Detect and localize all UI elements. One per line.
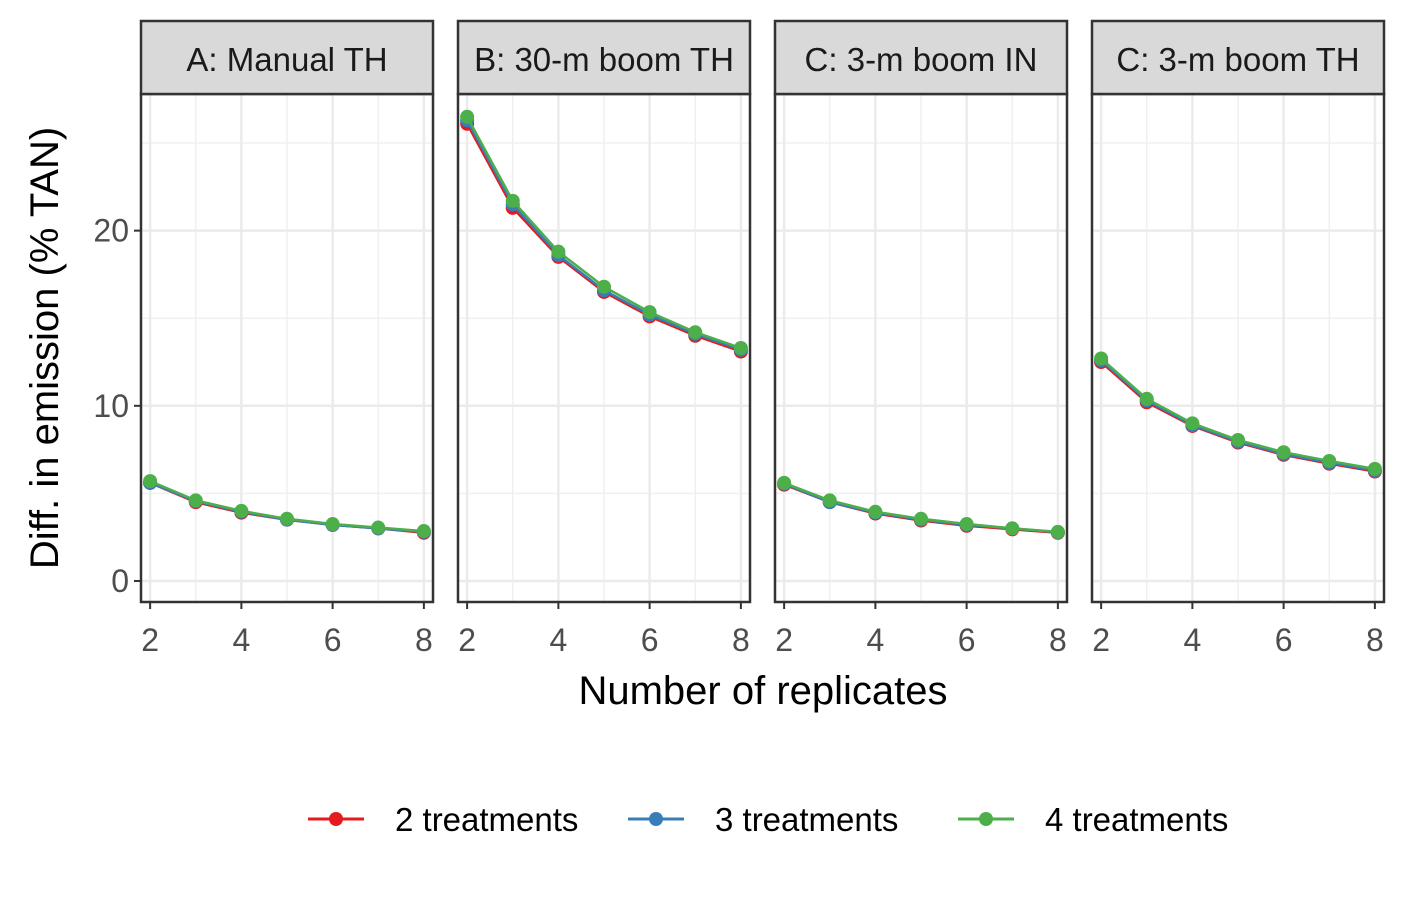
x-tick-label: 8 [415,622,433,658]
legend-point-key [979,812,993,826]
x-tick-label: 2 [141,622,159,658]
data-point [1094,351,1109,366]
data-point [868,504,883,519]
data-point [143,474,158,489]
data-point [959,517,974,532]
y-tick-label: 20 [93,213,129,249]
x-tick-label: 8 [732,622,750,658]
x-tick-label: 6 [1275,622,1293,658]
legend-point-key [649,812,663,826]
data-point [460,109,475,124]
x-tick-label: 4 [232,622,250,658]
legend-item: 2 treatments [308,801,578,838]
legend-label: 2 treatments [395,801,578,838]
x-axis-title: Number of replicates [578,669,947,713]
facet-panel: C: 3-m boom IN 2 4 6 8 [773,19,1069,658]
x-tick-label: 4 [549,622,567,658]
data-point [914,511,928,526]
x-tick-label: 2 [1092,622,1110,658]
facet-strip [1090,19,1386,96]
facet-title: C: 3-m boom IN [805,41,1038,78]
data-point [325,517,340,532]
x-tick-label: 8 [1366,622,1384,658]
data-point [1276,445,1291,460]
x-tick-label: 4 [866,622,884,658]
data-point [1231,432,1245,447]
data-point [642,305,657,320]
legend-label: 4 treatments [1045,801,1228,838]
facet-title: A: Manual TH [186,41,387,78]
panels: A: Manual TH2 4 6 8B: 30-m boom TH2 4 6 8C: 3-… [139,19,1386,658]
data-point [777,475,792,490]
x-tick-label: 6 [958,622,976,658]
data-point [597,279,611,294]
x-tick-label: 2 [458,622,476,658]
facet-strip [456,19,752,96]
data-point [505,193,520,208]
x-tick-label: 2 [775,622,793,658]
legend-label: 3 treatments [715,801,898,838]
facet-panel: C: 3-m boom TH 2 4 6 8 [1090,19,1386,658]
x-tick-label: 8 [1049,622,1067,658]
data-point [551,244,566,259]
legend-point-key [329,812,343,826]
facet-panel: A: Manual TH 2 4 6 8 [139,19,435,658]
x-tick-label: 6 [324,622,342,658]
facet-strip [773,19,1069,96]
data-point [1322,453,1337,468]
data-point [416,524,431,539]
facet-strip [139,19,435,96]
data-point [733,341,748,355]
y-tick-label: 0 [111,563,129,599]
x-tick-label: 6 [641,622,659,658]
y-axis-title: Diff. in emission (% TAN) [23,127,67,569]
data-point [280,511,294,526]
data-point [1050,524,1065,539]
data-point [188,493,203,508]
legend-item: 3 treatments [628,801,898,838]
data-point [1139,391,1154,406]
data-point [688,325,703,340]
y-tick-label: 10 [93,388,129,424]
data-point [1367,461,1382,476]
data-point [822,493,837,508]
legend-item: 4 treatments [958,801,1228,838]
data-point [371,520,386,535]
x-tick-label: 4 [1183,622,1201,658]
data-point [1005,521,1020,536]
data-point [1185,416,1200,431]
legend: 2 treatments 3 treatments 4 treatments [308,801,1228,838]
facet-title: B: 30-m boom TH [474,41,734,78]
data-point [234,503,249,518]
facet-panel: B: 30-m boom TH 2 4 6 8 [456,19,752,658]
facet-title: C: 3-m boom TH [1116,41,1359,78]
